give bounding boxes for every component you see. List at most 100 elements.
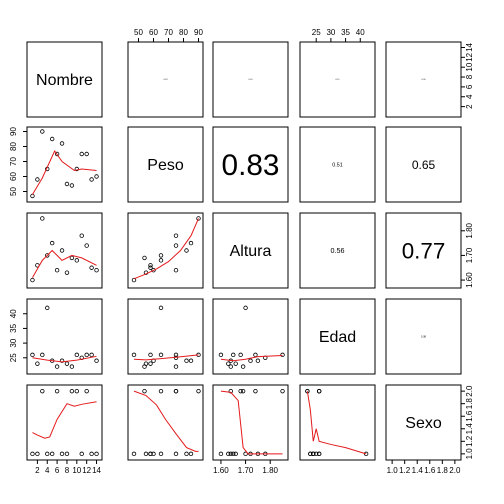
scatter-point-sexo-nombre bbox=[64, 451, 70, 457]
scatter-point-altura-peso bbox=[142, 255, 147, 261]
y-tick-label-sexo: 1.8 bbox=[465, 398, 474, 410]
scatter-point-altura-nombre bbox=[49, 240, 55, 246]
scatter-point-altura-nombre bbox=[89, 265, 94, 270]
scatter-point-edad-altura bbox=[280, 352, 285, 358]
scatter-point-edad-nombre bbox=[59, 358, 65, 363]
scatter-point-sexo-nombre bbox=[74, 388, 80, 394]
scatter-point-peso-nombre bbox=[69, 183, 75, 188]
scatter-point-sexo-peso bbox=[158, 451, 164, 457]
y-tick-label-edad: 30 bbox=[9, 338, 18, 347]
scatter-point-sexo-altura bbox=[240, 388, 246, 394]
x-tick-label-peso: 60 bbox=[149, 28, 158, 37]
y-tick-label-peso: 80 bbox=[9, 142, 18, 151]
x-tick-label-nombre: 4 bbox=[45, 466, 50, 475]
scatter-point-peso-nombre bbox=[84, 151, 89, 157]
scatter-point-sexo-peso bbox=[158, 388, 164, 394]
scatter-point-peso-nombre bbox=[64, 181, 70, 187]
x-tick-label-peso: 80 bbox=[179, 28, 188, 37]
scatter-point-peso-nombre bbox=[30, 193, 35, 199]
correlation-peso-edad: 0.51 bbox=[332, 162, 342, 168]
scatter-point-sexo-altura bbox=[226, 451, 231, 457]
scatter-point-edad-peso bbox=[188, 358, 194, 363]
variable-name-altura: Altura bbox=[230, 243, 272, 260]
scatter-point-sexo-edad bbox=[308, 451, 313, 457]
scatter-point-edad-nombre bbox=[40, 352, 45, 358]
variable-name-edad: Edad bbox=[319, 329, 356, 346]
scatter-point-altura-nombre bbox=[84, 243, 89, 248]
x-tick-label-sexo: 2.0 bbox=[449, 466, 461, 475]
panel-nombre-edad bbox=[299, 41, 376, 118]
scatter-point-sexo-nombre bbox=[30, 451, 35, 457]
scatter-point-sexo-nombre bbox=[40, 388, 45, 394]
correlation-peso-sexo: 0.65 bbox=[412, 158, 436, 172]
scatter-point-sexo-nombre bbox=[35, 451, 40, 457]
panel-sexo-edad bbox=[299, 384, 376, 461]
y-tick-label-sexo: 1.4 bbox=[465, 423, 474, 435]
scatter-point-peso-nombre bbox=[49, 136, 55, 142]
panel-altura-sexo bbox=[385, 212, 462, 289]
x-tick-label-peso: 50 bbox=[134, 28, 143, 37]
y-tick-label-edad: 40 bbox=[9, 309, 18, 318]
x-tick-label-edad: 40 bbox=[356, 28, 365, 37]
scatter-point-edad-altura bbox=[233, 361, 238, 366]
scatter-point-altura-nombre bbox=[40, 216, 45, 221]
scatter-point-edad-nombre bbox=[35, 361, 40, 366]
panel-nombre-sexo bbox=[385, 41, 462, 118]
panel-sexo-sexo bbox=[385, 384, 462, 461]
smooth-line-peso-nombre bbox=[32, 149, 97, 195]
scatter-point-altura-peso bbox=[158, 258, 164, 263]
y-tick-label-peso: 90 bbox=[9, 127, 18, 136]
correlation-nombre-edad: 0.15 bbox=[336, 79, 341, 81]
smooth-line-altura-peso bbox=[133, 218, 199, 280]
scatter-point-sexo-peso bbox=[196, 388, 201, 394]
x-tick-label-altura: 1.80 bbox=[262, 466, 278, 475]
scatter-point-edad-altura bbox=[238, 352, 243, 358]
x-tick-label-altura: 1.70 bbox=[238, 466, 254, 475]
scatter-point-altura-peso bbox=[151, 268, 156, 273]
scatter-point-peso-nombre bbox=[74, 166, 80, 172]
scatter-point-sexo-peso bbox=[173, 451, 179, 457]
x-tick-label-sexo: 1.8 bbox=[437, 466, 449, 475]
scatter-point-sexo-nombre bbox=[49, 451, 55, 457]
scatter-point-edad-altura bbox=[253, 352, 258, 358]
scatter-point-sexo-nombre bbox=[54, 388, 60, 394]
scatter-point-edad-altura bbox=[226, 361, 231, 366]
y-tick-label-peso: 50 bbox=[9, 187, 18, 196]
scatter-point-edad-peso bbox=[158, 305, 164, 311]
y-tick-label-sexo: 1.6 bbox=[465, 410, 474, 422]
scatter-point-edad-nombre bbox=[30, 352, 35, 358]
y-tick-label-edad: 25 bbox=[9, 353, 18, 362]
x-tick-label-nombre: 6 bbox=[55, 466, 60, 475]
scatter-point-edad-peso bbox=[131, 352, 137, 358]
scatter-point-peso-nombre bbox=[54, 151, 60, 157]
x-tick-label-edad: 25 bbox=[312, 28, 321, 37]
scatter-point-altura-peso bbox=[173, 268, 179, 273]
variable-name-peso: Peso bbox=[147, 157, 184, 174]
y-tick-label-nombre: 6 bbox=[465, 84, 474, 89]
scatter-point-sexo-edad bbox=[316, 451, 322, 457]
scatter-point-sexo-altura bbox=[218, 451, 224, 457]
scatter-point-sexo-nombre bbox=[79, 451, 84, 457]
panel-edad-nombre bbox=[26, 298, 103, 375]
scatter-point-edad-altura bbox=[240, 364, 246, 369]
scatter-point-edad-altura bbox=[231, 352, 236, 358]
y-tick-label-nombre: 4 bbox=[465, 94, 474, 99]
correlation-altura-edad: 0.56 bbox=[331, 246, 345, 255]
scatter-point-altura-peso bbox=[184, 248, 189, 253]
scatter-point-sexo-nombre bbox=[89, 451, 94, 457]
panel-peso-altura bbox=[212, 126, 289, 203]
y-tick-label-sexo: 2.0 bbox=[465, 385, 474, 397]
y-tick-label-sexo: 1.2 bbox=[465, 435, 474, 447]
scatter-point-peso-nombre bbox=[79, 151, 84, 157]
x-tick-label-edad: 30 bbox=[326, 28, 335, 37]
scatter-point-sexo-altura bbox=[280, 388, 285, 394]
scatter-point-sexo-edad bbox=[363, 451, 369, 457]
scatter-point-peso-nombre bbox=[94, 174, 99, 179]
scatter-point-edad-peso bbox=[184, 358, 189, 363]
panel-peso-nombre bbox=[26, 126, 103, 203]
scatter-point-altura-nombre bbox=[30, 277, 35, 283]
x-tick-label-sexo: 1.4 bbox=[412, 466, 424, 475]
scatter-point-edad-altura bbox=[248, 358, 253, 363]
correlation-altura-sexo: 0.77 bbox=[402, 239, 446, 264]
